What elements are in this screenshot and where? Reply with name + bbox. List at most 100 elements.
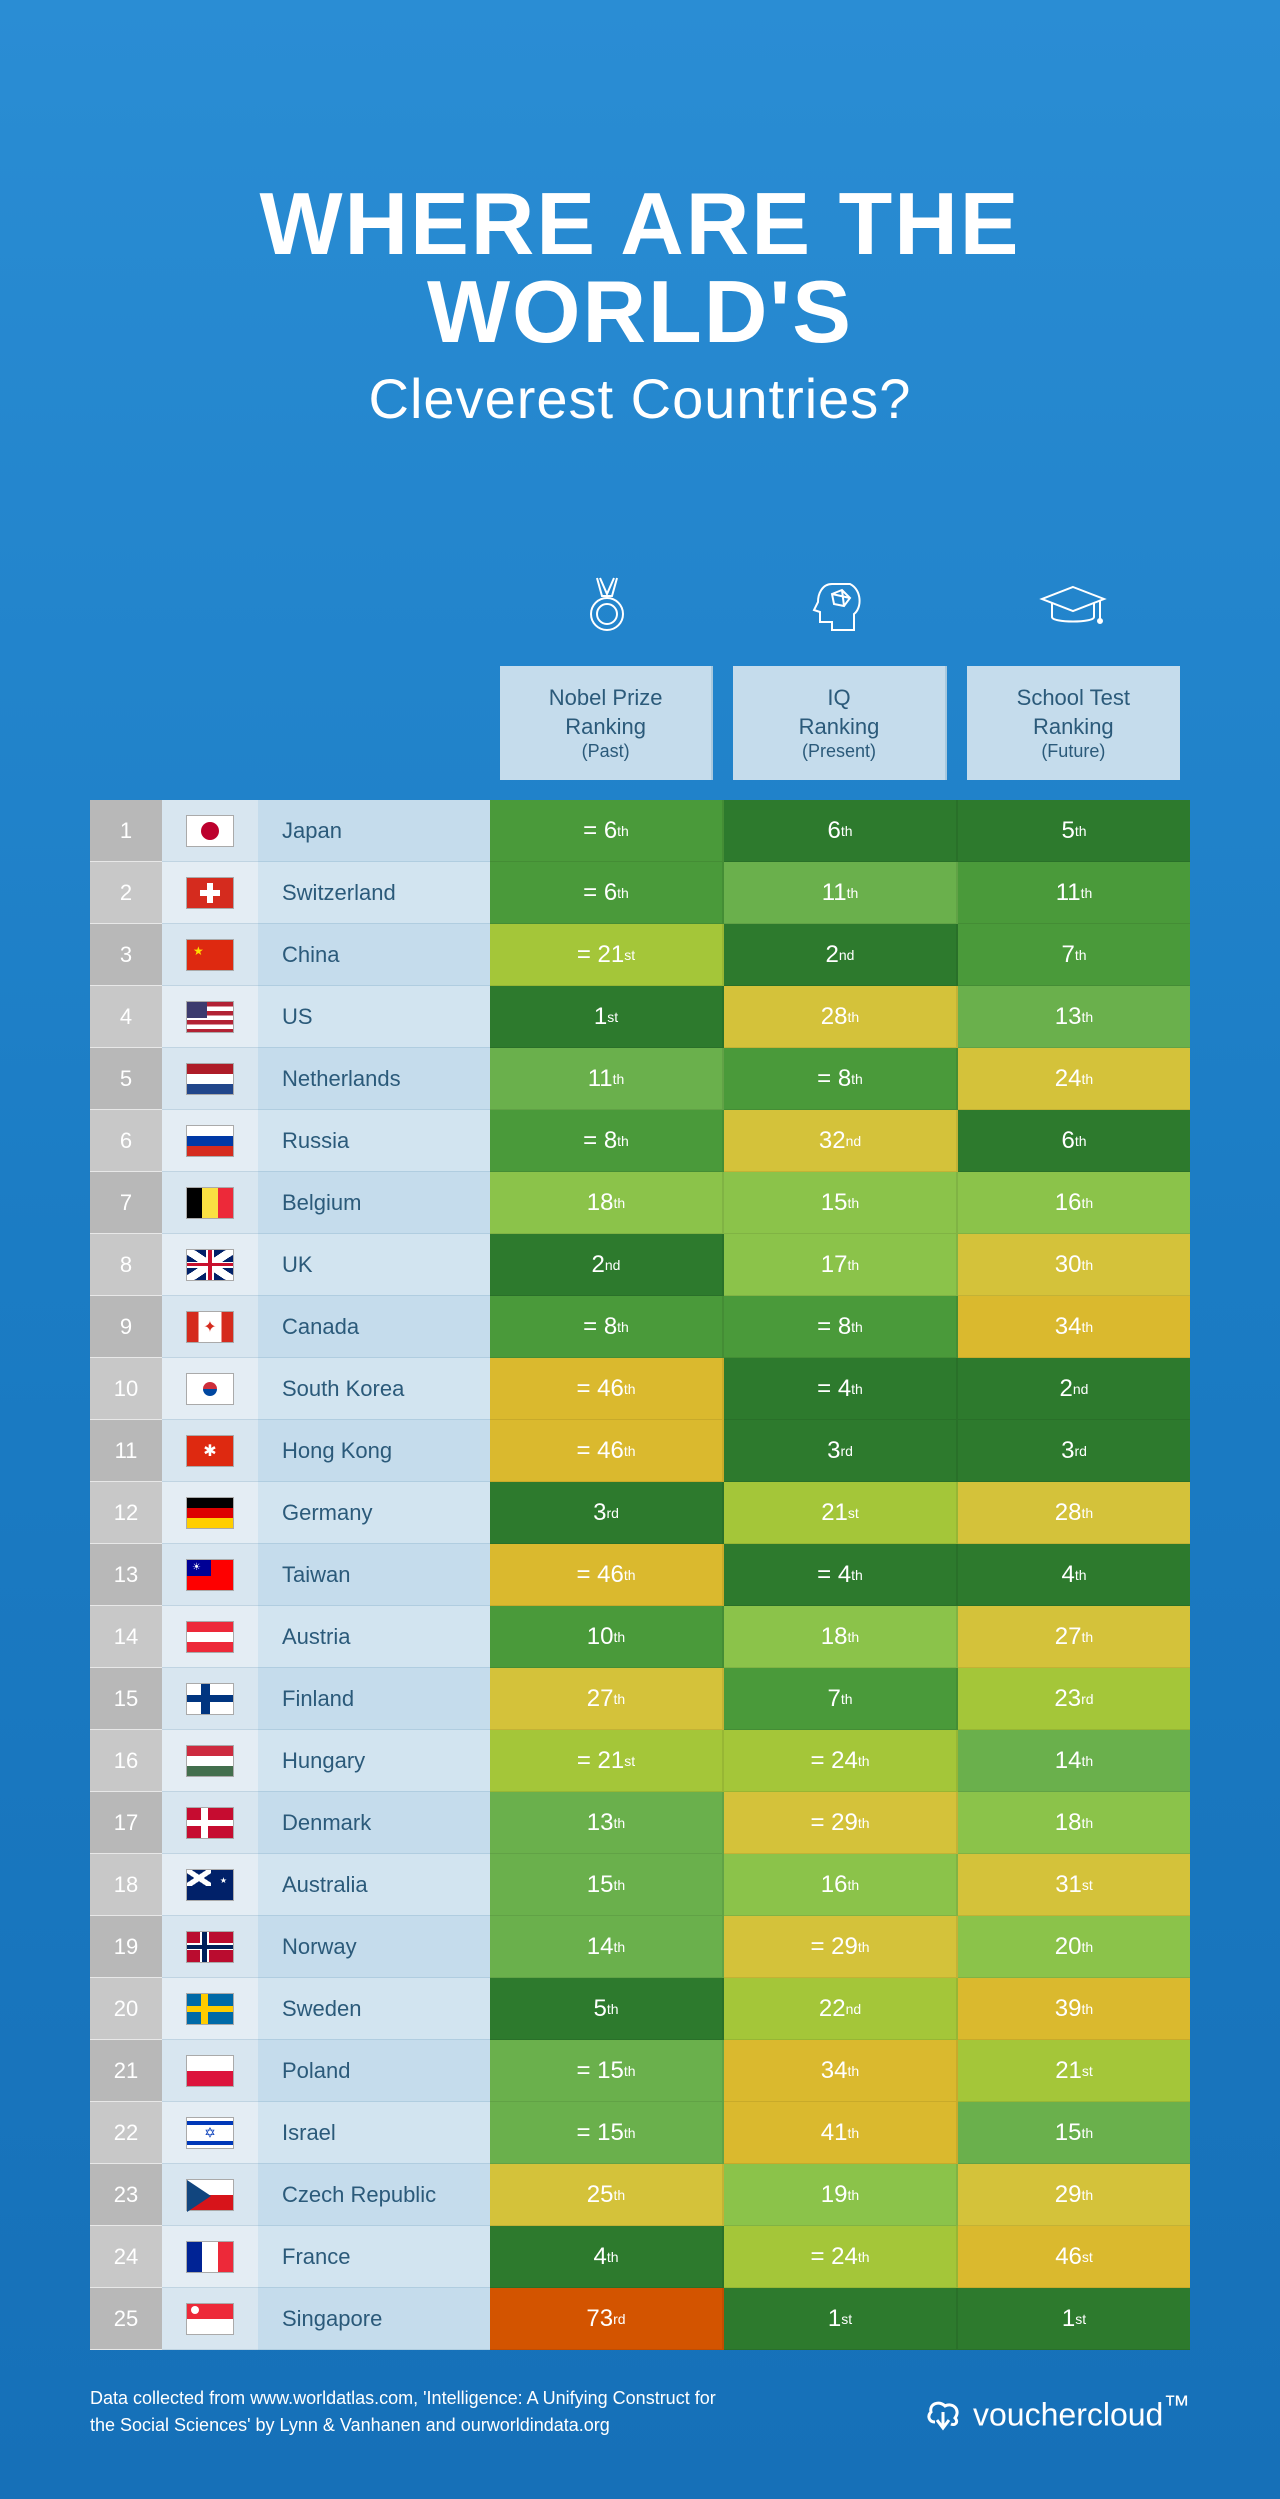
flag-icon: ☀ (186, 1559, 234, 1591)
flag-cell: ★ (162, 1854, 258, 1916)
metric-cell: 4th (490, 2226, 724, 2288)
flag-icon (186, 1993, 234, 2025)
flag-cell (162, 1978, 258, 2040)
metric-cell: 23rd (958, 1668, 1190, 1730)
metric-cell: = 24th (724, 2226, 958, 2288)
country-cell: Sweden (258, 1978, 490, 2040)
metric-cell: = 21st (490, 924, 724, 986)
flag-icon (186, 1745, 234, 1777)
table-row: 25Singapore73rd1st1st (90, 2288, 1190, 2350)
metric-cell: 39th (958, 1978, 1190, 2040)
metric-cell: 4th (958, 1544, 1190, 1606)
rank-cell: 2 (90, 862, 162, 924)
flag-cell (162, 800, 258, 862)
metric-cell: 2nd (490, 1234, 724, 1296)
rank-cell: 12 (90, 1482, 162, 1544)
metric-cell: = 15th (490, 2102, 724, 2164)
table-row: 24France4th= 24th46st (90, 2226, 1190, 2288)
table-row: 19Norway14th= 29th20th (90, 1916, 1190, 1978)
rank-cell: 18 (90, 1854, 162, 1916)
metric-cell: 13th (490, 1792, 724, 1854)
rank-cell: 25 (90, 2288, 162, 2350)
table-row: 22✡Israel= 15th41th15th (90, 2102, 1190, 2164)
flag-cell (162, 1916, 258, 1978)
flag-icon (186, 1683, 234, 1715)
metric-cell: 27th (958, 1606, 1190, 1668)
table-row: 1Japan= 6th6th5th (90, 800, 1190, 862)
grad-cap-icon (967, 571, 1180, 641)
flag-cell (162, 2040, 258, 2102)
flag-cell (162, 1048, 258, 1110)
rank-cell: 20 (90, 1978, 162, 2040)
flag-icon: ✱ (186, 1435, 234, 1467)
rank-cell: 1 (90, 800, 162, 862)
country-cell: Netherlands (258, 1048, 490, 1110)
footer: Data collected from www.worldatlas.com, … (90, 2385, 1190, 2439)
metric-cell: 25th (490, 2164, 724, 2226)
table-row: 20 Sweden5th22nd39th (90, 1978, 1190, 2040)
flag-icon (186, 1001, 234, 1033)
rank-cell: 21 (90, 2040, 162, 2102)
flag-icon (186, 877, 234, 909)
metric-cell: = 6th (490, 862, 724, 924)
rank-cell: 15 (90, 1668, 162, 1730)
flag-cell (162, 1358, 258, 1420)
rank-cell: 13 (90, 1544, 162, 1606)
country-cell: Belgium (258, 1172, 490, 1234)
rank-cell: 5 (90, 1048, 162, 1110)
rank-cell: 3 (90, 924, 162, 986)
head-icon (733, 571, 946, 641)
metric-cell: 3rd (958, 1420, 1190, 1482)
country-cell: Hungary (258, 1730, 490, 1792)
rank-cell: 16 (90, 1730, 162, 1792)
metric-cell: 21st (958, 2040, 1190, 2102)
flag-icon: ✡ (186, 2117, 234, 2149)
metric-cell: 24th (958, 1048, 1190, 1110)
metric-cell: = 29th (724, 1916, 958, 1978)
col-label: IQRanking (743, 684, 934, 741)
metric-cell: = 15th (490, 2040, 724, 2102)
metric-cell: 16th (958, 1172, 1190, 1234)
flag-cell (162, 1792, 258, 1854)
metric-cell: 2nd (958, 1358, 1190, 1420)
table-row: 16Hungary= 21st= 24th14th (90, 1730, 1190, 1792)
metric-cell: 17th (724, 1234, 958, 1296)
country-cell: China (258, 924, 490, 986)
table-row: 21Poland= 15th34th21st (90, 2040, 1190, 2102)
metric-cell: 11th (724, 862, 958, 924)
flag-cell (162, 2226, 258, 2288)
metric-cell: = 8th (490, 1110, 724, 1172)
country-cell: France (258, 2226, 490, 2288)
metric-cell: = 4th (724, 1358, 958, 1420)
metric-cell: 31st (958, 1854, 1190, 1916)
metric-cell: 5th (490, 1978, 724, 2040)
metric-cell: 10th (490, 1606, 724, 1668)
title-line2: Cleverest Countries? (40, 366, 1240, 431)
metric-cell: = 8th (724, 1296, 958, 1358)
header-col-iq: IQRanking (Present) (723, 551, 956, 800)
metric-cell: 41th (724, 2102, 958, 2164)
rank-cell: 19 (90, 1916, 162, 1978)
col-sublabel: (Past) (510, 741, 701, 762)
country-cell: Austria (258, 1606, 490, 1668)
rank-cell: 14 (90, 1606, 162, 1668)
metric-cell: 15th (958, 2102, 1190, 2164)
flag-icon (186, 1621, 234, 1653)
metric-cell: = 29th (724, 1792, 958, 1854)
metric-cell: = 24th (724, 1730, 958, 1792)
metric-cell: = 8th (724, 1048, 958, 1110)
flag-icon (186, 2241, 234, 2273)
metric-cell: 28th (958, 1482, 1190, 1544)
table-row: 4US1st28th13th (90, 986, 1190, 1048)
col-sublabel: (Future) (977, 741, 1170, 762)
flag-icon: ★ (186, 939, 234, 971)
flag-icon (186, 1187, 234, 1219)
metric-cell: 1st (958, 2288, 1190, 2350)
infographic-container: WHERE ARE THE WORLD'S Cleverest Countrie… (0, 0, 1280, 2499)
country-cell: Australia (258, 1854, 490, 1916)
table-row: 14Austria10th18th27th (90, 1606, 1190, 1668)
flag-icon (186, 1249, 234, 1281)
metric-cell: 3rd (724, 1420, 958, 1482)
metric-cell: 22nd (724, 1978, 958, 2040)
metric-cell: 34th (724, 2040, 958, 2102)
